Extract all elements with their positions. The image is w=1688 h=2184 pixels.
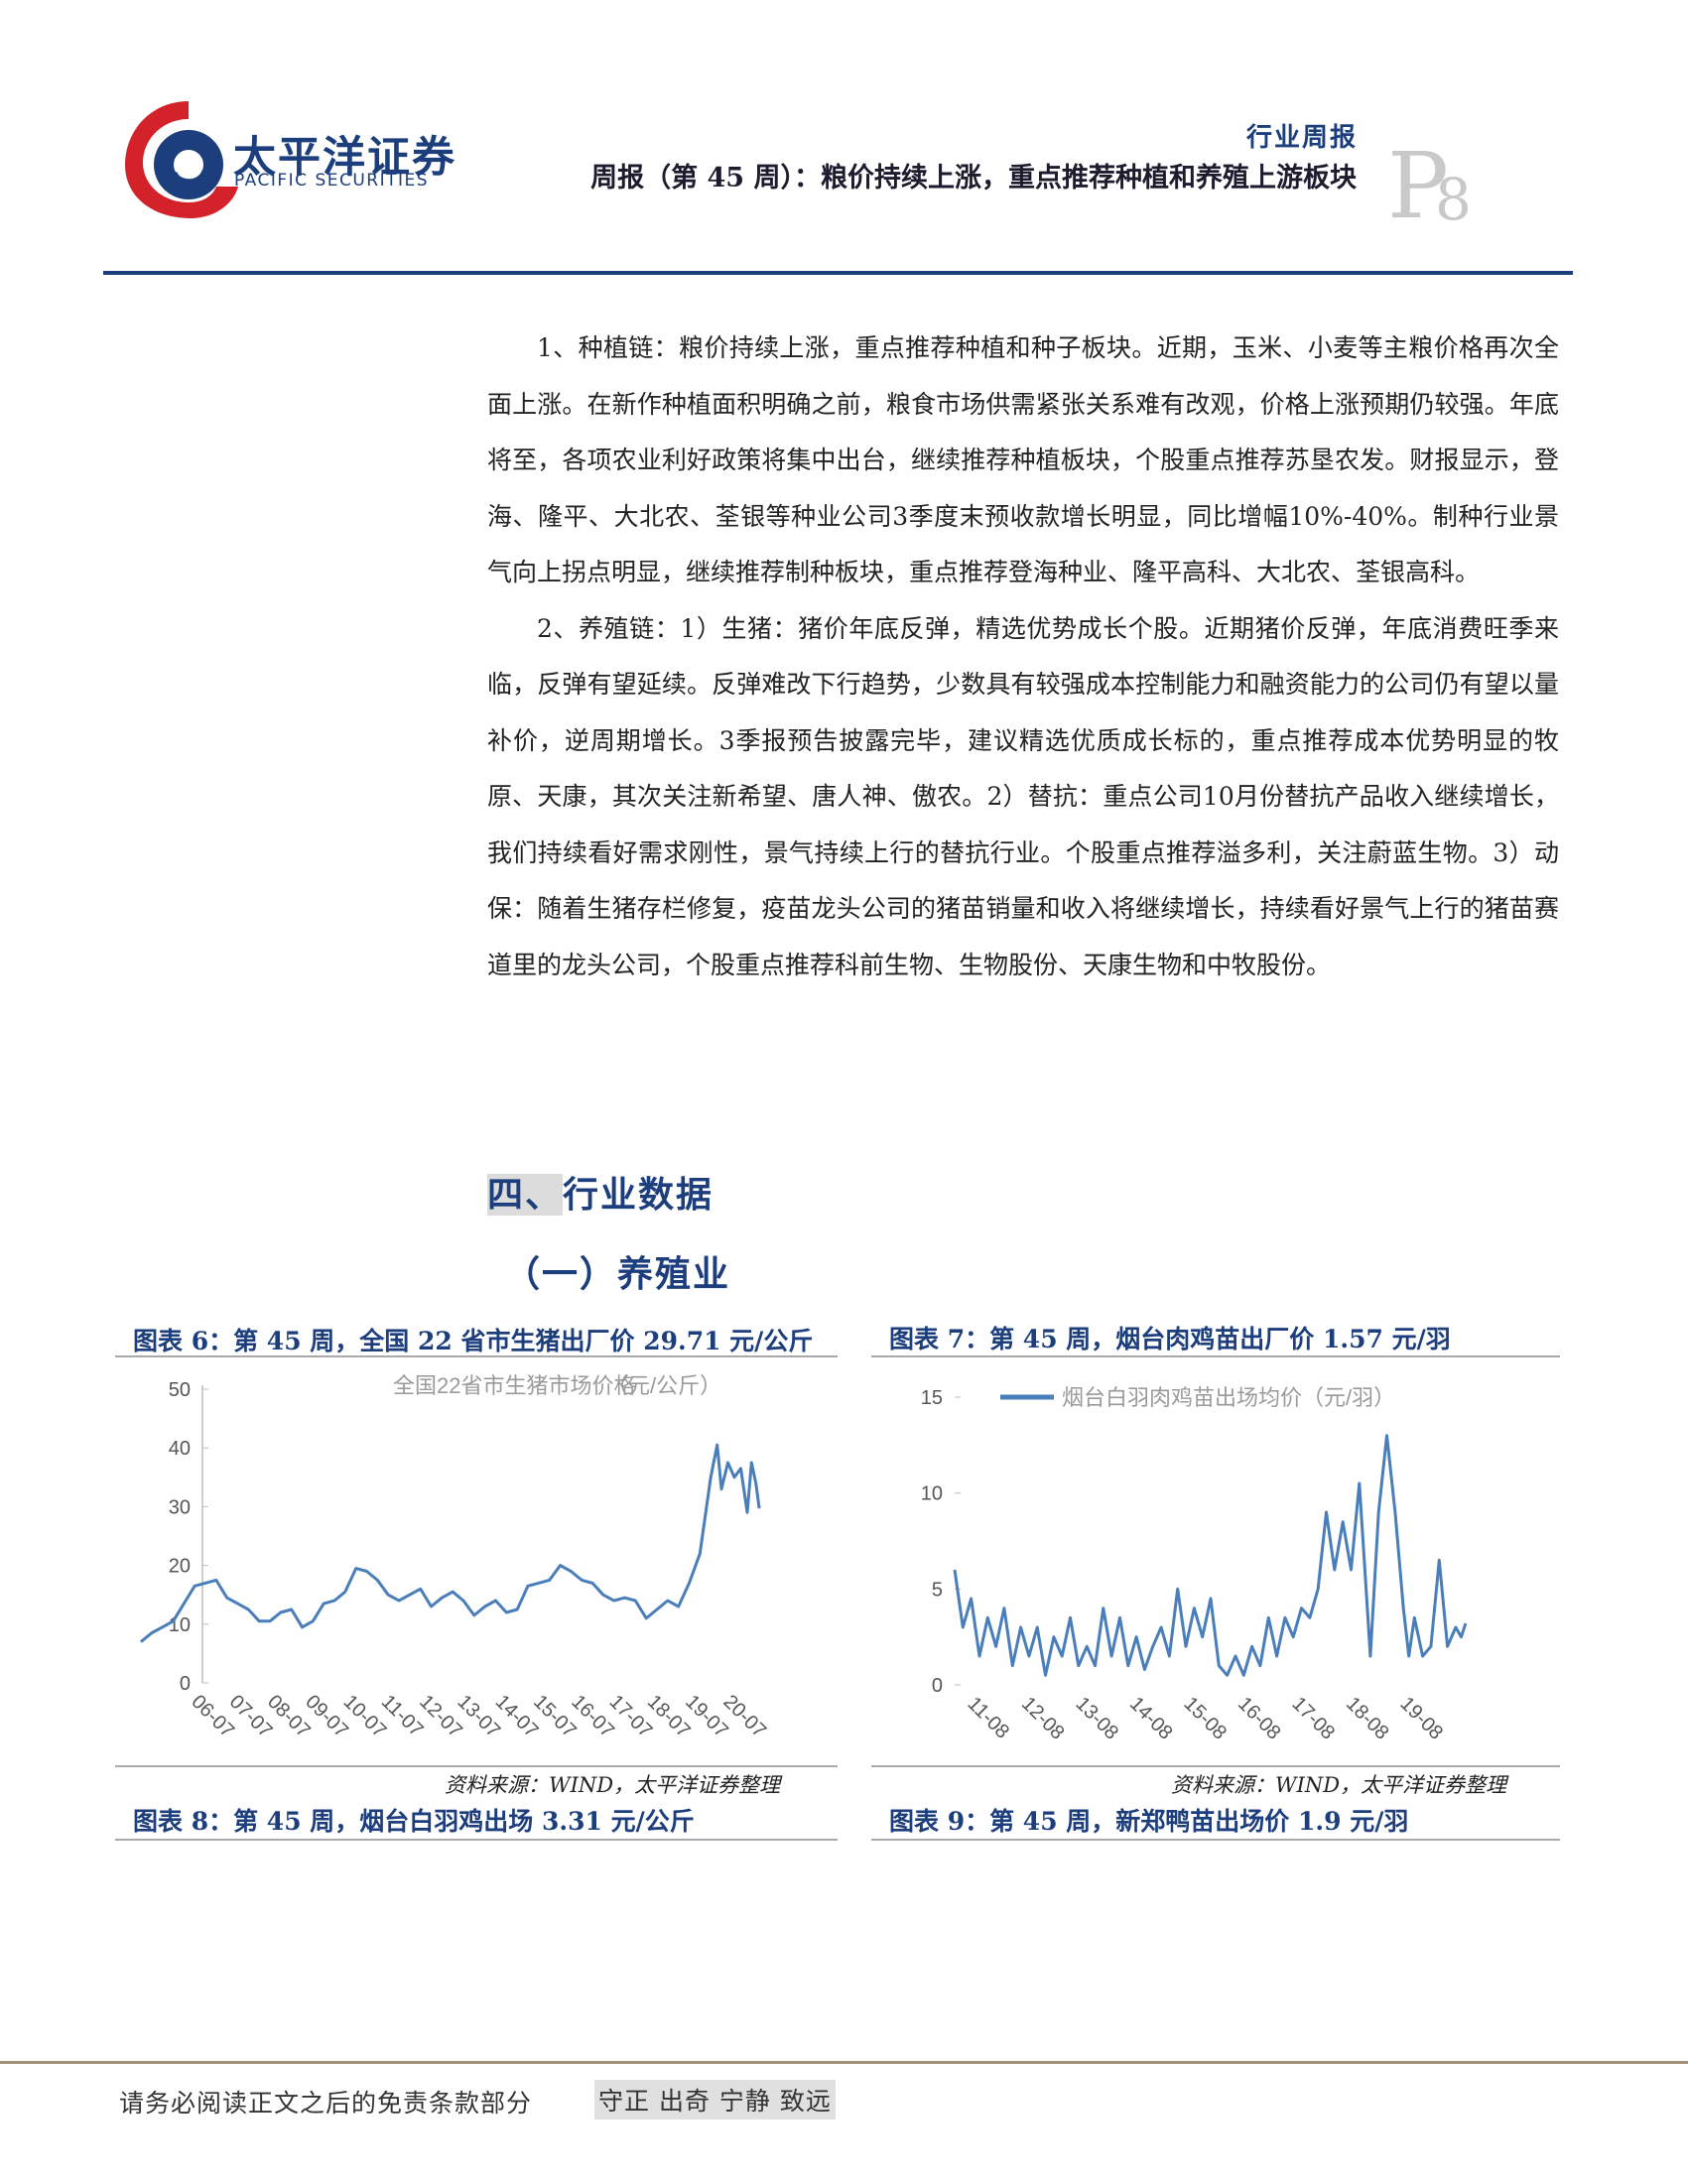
logo-english-name: PACIFIC SECURITIES	[234, 171, 430, 191]
footer-rule	[0, 2061, 1688, 2064]
chart-hog-price: 全国22省市生猪市场价格 （元/公斤） 0 10 20 30 40 50 06-0707-…	[140, 1373, 770, 1742]
figure-7-source: 资料来源：WIND，太平洋证券整理	[1171, 1773, 1507, 1797]
figure-7-bottom-rule	[871, 1765, 1560, 1767]
x-tick-label: 11-07	[377, 1691, 428, 1741]
x-tick-label: 14-08	[1125, 1693, 1177, 1744]
subsection-heading: （一）养殖业	[504, 1253, 731, 1295]
header-rule	[103, 271, 1573, 275]
figure-6-top-rule	[115, 1355, 838, 1357]
y-tick-label: 20	[169, 1556, 191, 1578]
y-tick-label: 0	[932, 1675, 943, 1697]
x-tick-label: 15-07	[529, 1691, 581, 1742]
x-tick-label: 16-08	[1234, 1693, 1285, 1744]
x-tick-label: 13-08	[1071, 1693, 1122, 1744]
chart6-title-unit: （元/公斤）	[606, 1373, 721, 1398]
figure-6-source: 资料来源：WIND，太平洋证券整理	[445, 1773, 781, 1797]
figure-9-caption: 图表 9：第 45 周，新郑鸭苗出场价 1.9 元/羽	[889, 1807, 1409, 1836]
paragraph-planting-chain: 1、种植链：粮价持续上涨，重点推荐种植和种子板块。近期，玉米、小麦等主粮价格再次…	[487, 333, 1559, 586]
x-tick-label: 17-08	[1287, 1693, 1339, 1744]
y-tick-label: 50	[169, 1379, 191, 1401]
y-tick-label: 40	[169, 1438, 191, 1460]
x-tick-label: 09-07	[301, 1691, 352, 1742]
x-tick-label: 16-07	[567, 1691, 618, 1742]
x-tick-label: 12-07	[415, 1691, 466, 1742]
figure-6-bottom-rule	[115, 1765, 838, 1767]
footer-disclaimer: 请务必阅读正文之后的免责条款部分	[119, 2089, 533, 2118]
report-title: 周报（第 45 周）：粮价持续上涨，重点推荐种植和养殖上游板块	[590, 163, 1357, 193]
y-tick-label: 10	[921, 1483, 943, 1505]
chart7-legend-label: 烟台白羽肉鸡苗出场均价（元/羽）	[1062, 1385, 1395, 1410]
x-tick-label: 07-07	[225, 1691, 277, 1742]
x-tick-label: 19-07	[681, 1691, 732, 1742]
y-tick-label: 0	[180, 1673, 191, 1695]
x-tick-label: 06-07	[187, 1691, 238, 1742]
x-tick-label: 11-08	[963, 1693, 1013, 1743]
x-tick-label: 10-07	[339, 1691, 391, 1742]
body-text: 1、种植链：粮价持续上涨，重点推荐种植和种子板块。近期，玉米、小麦等主粮价格再次…	[487, 321, 1559, 993]
x-tick-label: 19-08	[1395, 1693, 1447, 1744]
figure-9-rule	[871, 1839, 1560, 1841]
chart6-title: 全国22省市生猪市场价格	[393, 1373, 635, 1398]
y-tick-label: 30	[169, 1496, 191, 1518]
x-tick-label: 20-07	[718, 1691, 770, 1742]
logo-mark	[117, 87, 241, 221]
y-tick-label: 15	[921, 1387, 943, 1409]
y-tick-label: 5	[932, 1579, 943, 1601]
y-tick-label: 10	[169, 1614, 191, 1636]
figure-6-caption: 图表 6：第 45 周，全国 22 省市生猪出厂价 29.71 元/公斤	[133, 1327, 814, 1355]
report-type: 行业周报	[1245, 123, 1358, 153]
x-tick-label: 13-07	[453, 1691, 504, 1742]
chart6-series-line	[140, 1443, 761, 1643]
x-tick-label: 18-08	[1342, 1693, 1393, 1744]
paragraph-breeding-chain: 2、养殖链：1）生猪：猪价年底反弹，精选优势成长个股。近期猪价反弹，年底消费旺季…	[487, 613, 1559, 979]
x-tick-label: 17-07	[605, 1691, 657, 1742]
x-tick-label: 12-08	[1017, 1693, 1069, 1744]
x-tick-label: 08-07	[263, 1691, 315, 1742]
x-tick-label: 14-07	[491, 1691, 543, 1742]
x-tick-label: 15-08	[1179, 1693, 1231, 1744]
section-number: 四、	[487, 1174, 564, 1216]
figure-8-caption: 图表 8：第 45 周，烟台白羽鸡出场 3.31 元/公斤	[133, 1807, 695, 1836]
logo-chinese-name: 太平洋证券	[233, 133, 456, 183]
footer-motto: 守正 出奇 宁静 致远	[594, 2080, 836, 2120]
figure-7-caption: 图表 7：第 45 周，烟台肉鸡苗出厂价 1.57 元/羽	[889, 1325, 1451, 1353]
x-tick-label: 18-07	[643, 1691, 695, 1742]
chart7-series-line	[953, 1434, 1468, 1677]
section-heading: 四、行业数据	[487, 1166, 714, 1218]
page-letter: P	[1387, 133, 1449, 239]
figure-8-rule	[115, 1839, 838, 1841]
section-title: 行业数据	[563, 1174, 714, 1216]
page-number: 8	[1435, 166, 1472, 233]
figure-7-top-rule	[871, 1355, 1560, 1357]
